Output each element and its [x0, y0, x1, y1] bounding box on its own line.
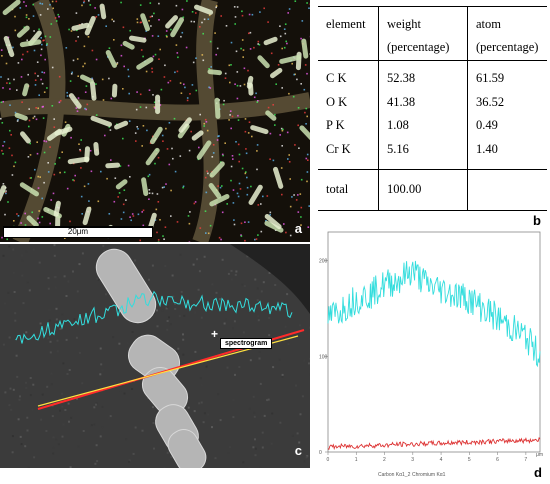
scale-bar-line	[4, 227, 152, 228]
x-axis-unit: μm	[536, 452, 543, 458]
element-column: C K O K P K Cr K	[318, 60, 379, 170]
y-tick-label: 100	[319, 354, 328, 360]
composition-table: element weight (percentage) atom (percenta…	[318, 6, 547, 211]
line-profile-chart: 0 1 2 3 4 5 6 7 0 100 200 Carbon Kα1_2 Chromium Kα…	[319, 231, 543, 478]
total-label: total	[326, 182, 349, 196]
x-tick-label: 2	[383, 457, 386, 463]
panel-letter-a: a	[294, 221, 302, 236]
header-atom: atom (percentage)	[467, 6, 547, 61]
sem-texture	[2, 244, 310, 468]
atom-column: 61.59 36.52 0.49 1.40	[467, 60, 547, 170]
table-header-row: element weight (percentage) atom (percenta…	[318, 6, 547, 61]
x-tick-label: 1	[355, 457, 358, 463]
spectrogram-label: spectrogram	[220, 338, 273, 349]
legend-carbon: Carbon Kα1_2	[378, 472, 411, 478]
crosshair-icon: +	[211, 327, 219, 341]
x-tick-label: 6	[496, 457, 499, 463]
y-tick-label: 0	[319, 450, 322, 456]
panel-letter-c: c	[294, 443, 302, 458]
legend-chromium: Chromium Kα1	[412, 472, 446, 478]
x-tick-label: 7	[524, 457, 527, 463]
plot-frame	[327, 231, 541, 453]
carbon-linescan-overlay	[15, 290, 293, 344]
panel-letter-b: b	[533, 213, 541, 228]
series-line-carbon	[327, 260, 541, 368]
total-atom	[467, 169, 547, 211]
x-tick-label: 3	[411, 457, 414, 463]
panel-a-elemental-map: 20μm a	[0, 0, 310, 242]
panel-c-sem-linescan: + spectrogram c	[0, 244, 310, 468]
header-weight: weight (percentage)	[378, 6, 468, 61]
elemental-map-image	[0, 0, 310, 242]
scale-bar: 20μm	[3, 226, 153, 238]
series-line-chromium	[327, 436, 541, 451]
panel-b-composition-table: element weight (percentage) atom (percenta…	[318, 6, 547, 228]
sem-dark-corner	[230, 244, 310, 314]
panel-letter-d: d	[534, 465, 542, 480]
x-tick-label: 0	[327, 457, 330, 463]
x-tick-label: 4	[440, 457, 443, 463]
fiber-strands	[0, 0, 310, 242]
header-element: element	[318, 6, 379, 61]
bacteria-rods	[0, 0, 310, 238]
panel-d-line-profile-chart: 0 1 2 3 4 5 6 7 0 100 200 Carbon Kα1_2 Chromium Kα…	[318, 228, 550, 484]
scale-bar-label: 20μm	[67, 227, 89, 236]
x-tick-label: 5	[468, 457, 471, 463]
table-total-row: total 100.00	[318, 169, 547, 211]
weight-column: 52.38 41.38 1.08 5.16	[378, 60, 468, 170]
table-body-rows: C K O K P K Cr K 52.38 41.38 1.08 5.16 6…	[318, 60, 547, 170]
total-weight: 100.00	[378, 169, 468, 211]
sem-image	[0, 244, 310, 468]
y-tick-label: 200	[319, 259, 328, 265]
